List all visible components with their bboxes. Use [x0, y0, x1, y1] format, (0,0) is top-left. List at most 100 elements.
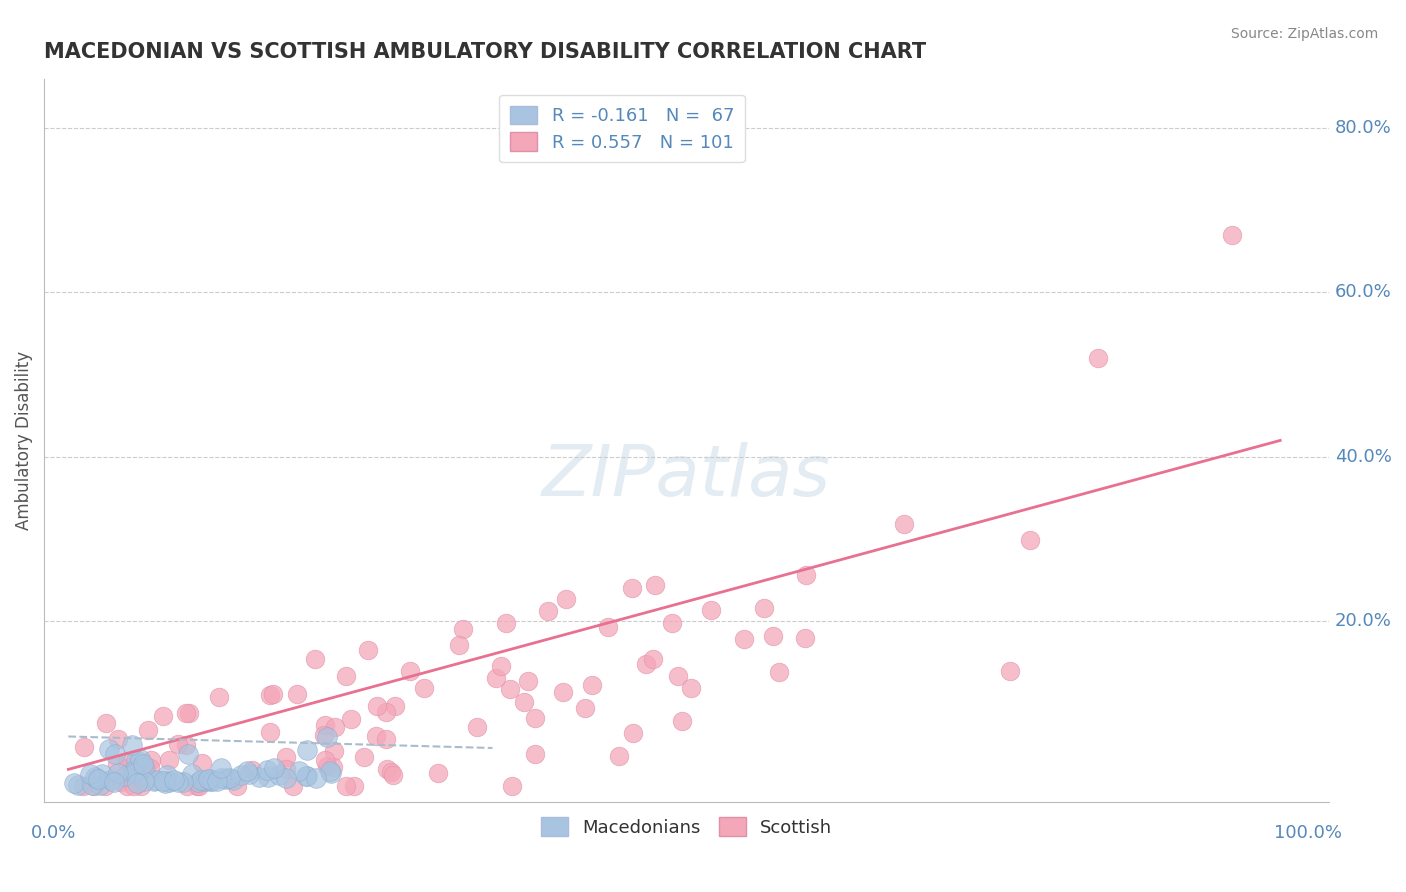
Point — [643, 652, 665, 666]
Text: 100.0%: 100.0% — [1274, 824, 1341, 842]
Point — [495, 616, 517, 631]
Point — [190, 772, 212, 787]
Point — [353, 750, 375, 764]
Point — [215, 771, 238, 785]
Point — [127, 776, 149, 790]
Point — [366, 699, 388, 714]
Point — [180, 767, 202, 781]
Point — [297, 743, 319, 757]
Point — [209, 771, 232, 785]
Point — [94, 716, 117, 731]
Point — [523, 711, 546, 725]
Point — [762, 629, 785, 643]
Point — [186, 774, 208, 789]
Point — [305, 771, 328, 785]
Point — [91, 767, 114, 781]
Point — [114, 769, 136, 783]
Point — [634, 657, 657, 671]
Point — [139, 754, 162, 768]
Point — [157, 774, 180, 789]
Point — [321, 765, 343, 780]
Point — [225, 779, 247, 793]
Point — [412, 681, 434, 695]
Point — [218, 771, 240, 785]
Point — [281, 779, 304, 793]
Text: MACEDONIAN VS SCOTTISH AMBULATORY DISABILITY CORRELATION CHART: MACEDONIAN VS SCOTTISH AMBULATORY DISABI… — [44, 42, 927, 62]
Point — [1018, 533, 1040, 547]
Point — [276, 771, 298, 785]
Point — [62, 776, 84, 790]
Point — [242, 763, 264, 777]
Point — [176, 779, 198, 793]
Point — [513, 695, 536, 709]
Point — [465, 720, 488, 734]
Text: 20.0%: 20.0% — [1336, 612, 1392, 631]
Point — [734, 632, 756, 646]
Point — [156, 768, 179, 782]
Point — [644, 578, 666, 592]
Point — [174, 706, 197, 720]
Point — [86, 772, 108, 787]
Legend: Macedonians, Scottish: Macedonians, Scottish — [533, 810, 839, 844]
Point — [247, 770, 270, 784]
Text: 0.0%: 0.0% — [31, 824, 77, 842]
Point — [304, 652, 326, 666]
Text: 40.0%: 40.0% — [1336, 448, 1392, 466]
Point — [135, 763, 157, 777]
Point — [793, 631, 815, 645]
Point — [87, 772, 110, 786]
Point — [287, 687, 309, 701]
Point — [426, 766, 449, 780]
Point — [73, 739, 96, 754]
Text: 80.0%: 80.0% — [1336, 119, 1392, 137]
Point — [103, 747, 125, 761]
Point — [238, 766, 260, 780]
Point — [375, 762, 398, 776]
Point — [152, 774, 174, 789]
Point — [323, 744, 346, 758]
Point — [79, 766, 101, 780]
Point — [145, 772, 167, 787]
Point — [259, 688, 281, 702]
Point — [374, 705, 396, 719]
Point — [356, 643, 378, 657]
Point — [156, 774, 179, 789]
Point — [501, 779, 523, 793]
Point — [72, 779, 94, 793]
Point — [551, 684, 574, 698]
Point — [523, 747, 546, 761]
Point — [122, 764, 145, 778]
Point — [139, 761, 162, 775]
Point — [194, 773, 217, 788]
Point — [259, 724, 281, 739]
Point — [312, 728, 335, 742]
Point — [752, 601, 775, 615]
Point — [89, 778, 111, 792]
Point — [120, 759, 142, 773]
Point — [381, 768, 404, 782]
Point — [152, 709, 174, 723]
Point — [499, 681, 522, 696]
Point — [581, 678, 603, 692]
Point — [229, 768, 252, 782]
Text: 60.0%: 60.0% — [1336, 284, 1392, 301]
Point — [288, 764, 311, 778]
Point — [555, 591, 578, 606]
Point — [163, 772, 186, 787]
Point — [129, 752, 152, 766]
Point — [94, 779, 117, 793]
Point — [80, 778, 103, 792]
Point — [107, 766, 129, 780]
Point — [172, 774, 194, 789]
Point — [384, 698, 406, 713]
Point — [98, 741, 121, 756]
Point — [209, 761, 232, 775]
Point — [143, 774, 166, 789]
Point — [117, 754, 139, 768]
Point — [681, 681, 703, 695]
Point — [335, 779, 357, 793]
Point — [267, 768, 290, 782]
Point — [105, 756, 128, 771]
Point — [132, 756, 155, 771]
Point — [134, 773, 156, 788]
